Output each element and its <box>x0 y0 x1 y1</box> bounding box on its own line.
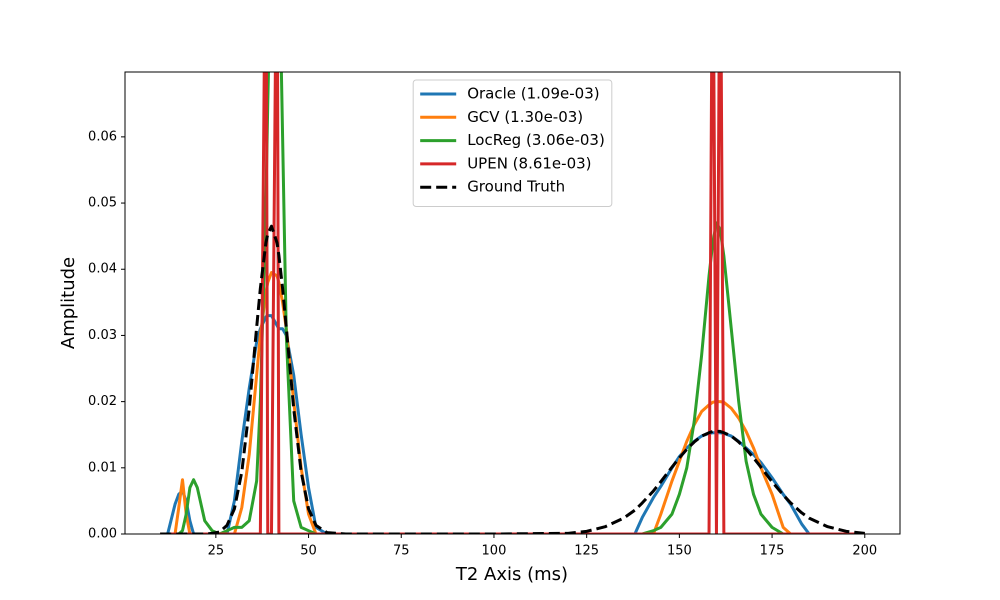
x-tick-label: 175 <box>760 544 785 559</box>
x-tick-label: 25 <box>208 544 225 559</box>
legend-box <box>412 79 613 207</box>
legend-label: GCV (1.30e-03) <box>467 108 583 126</box>
plot-area <box>160 72 865 534</box>
y-tick-label: 0.04 <box>88 262 117 277</box>
legend-label: UPEN (8.61e-03) <box>467 154 591 172</box>
x-tick-label: 75 <box>393 544 410 559</box>
x-tick-label: 200 <box>852 544 877 559</box>
y-tick-label: 0.01 <box>88 460 117 475</box>
y-axis-title: Amplitude <box>58 257 79 349</box>
legend: Oracle (1.09e-03) GCV (1.30e-03) LocReg (3… <box>412 79 613 207</box>
series-line <box>160 314 865 534</box>
legend-label: Oracle (1.09e-03) <box>467 85 599 103</box>
axes-frame <box>124 71 901 535</box>
legend-label: Ground Truth <box>467 178 565 196</box>
x-tick-label: 100 <box>482 544 507 559</box>
x-tick-label: 150 <box>667 544 692 559</box>
y-tick-label: 0.02 <box>88 394 117 409</box>
x-axis-title: T2 Axis (ms) <box>455 564 568 585</box>
series-line <box>160 224 865 534</box>
legend-label: LocReg (3.06e-03) <box>467 131 605 149</box>
y-tick-label: 0.06 <box>88 129 117 144</box>
x-tick-label: 50 <box>300 544 317 559</box>
y-tick-label: 0.05 <box>88 196 117 211</box>
x-tick-label: 125 <box>574 544 599 559</box>
y-tick-label: 0.00 <box>88 527 117 542</box>
y-tick-label: 0.03 <box>88 328 117 343</box>
